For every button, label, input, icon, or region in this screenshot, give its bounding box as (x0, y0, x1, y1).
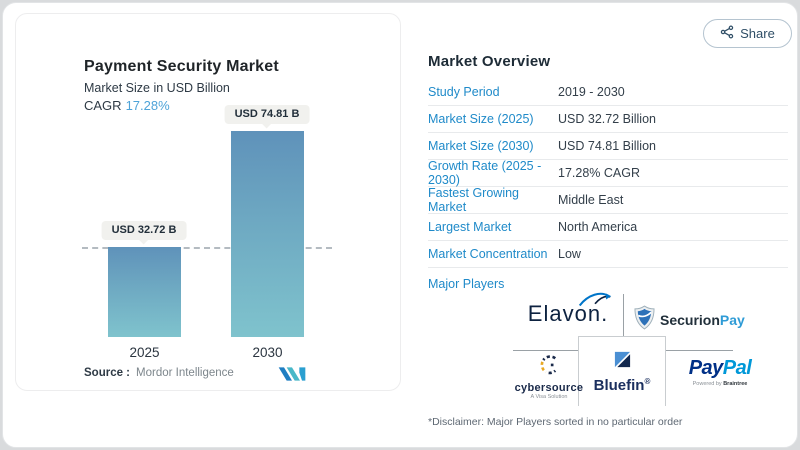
row-value: 2019 - 2030 (558, 85, 625, 99)
share-icon (720, 25, 734, 42)
row-value: 17.28% CAGR (558, 166, 640, 180)
table-row: Study Period 2019 - 2030 (428, 79, 788, 106)
elavon-logo: Elavon. (513, 292, 623, 327)
source-label: Source : (84, 367, 131, 379)
cagr-value: 17.28% (125, 98, 170, 113)
row-value: USD 74.81 Billion (558, 139, 656, 153)
row-label: Largest Market (428, 220, 512, 234)
securionpay-text-dark: Securion (660, 312, 720, 328)
bar-2030 (231, 131, 304, 337)
row-value: Middle East (558, 193, 624, 207)
row-value: USD 32.72 Billion (558, 112, 656, 126)
x-axis-label-2030: 2030 (252, 345, 283, 360)
row-label: Fastest Growing Market (428, 186, 520, 214)
paypal-text-light: Pal (722, 357, 752, 379)
chart-subtitle: Market Size in USD Billion (84, 81, 230, 95)
securionpay-text-blue: Pay (719, 312, 745, 328)
overview-table: Study Period 2019 - 2030 Market Size (202… (428, 79, 788, 268)
row-label: Market Size (2025) (428, 112, 534, 126)
bar-value-label-2025: USD 32.72 B (101, 221, 187, 240)
paypal-text-dark: Pay (688, 357, 724, 379)
share-button[interactable]: Share (703, 19, 792, 48)
table-row: Fastest Growing Market Middle East (428, 186, 788, 214)
row-value: Low (558, 247, 581, 261)
disclaimer-text: *Disclaimer: Major Players sorted in no … (428, 416, 683, 428)
braintree-text: Braintree (723, 381, 748, 387)
reference-dashed-line (82, 247, 332, 249)
paypal-logo: PayPal Powered by Braintree (670, 357, 770, 387)
bar-value-label-2030: USD 74.81 B (224, 105, 310, 125)
row-value: North America (558, 220, 638, 234)
table-row: Market Size (2025) USD 32.72 Billion (428, 106, 788, 133)
securionpay-shield-icon (634, 305, 655, 335)
paypal-tagline: Powered by Braintree (692, 381, 748, 387)
x-axis-label-2025: 2025 (129, 345, 160, 360)
table-row: Market Concentration Low (428, 241, 788, 268)
bluefin-registered-mark: ® (644, 376, 651, 386)
chart-cagr: CAGR 17.28% (84, 98, 170, 113)
bluefin-logo: Bluefin® (578, 336, 666, 406)
table-row: Growth Rate (2025 - 2030) 17.28% CAGR (428, 159, 788, 187)
bar-2025 (108, 247, 181, 337)
row-label: Growth Rate (2025 - 2030) (428, 159, 542, 187)
cybersource-text: cybersource (514, 382, 584, 394)
source-value: Mordor Intelligence (136, 367, 234, 379)
source-attribution: Source : Mordor Intelligence (84, 367, 234, 379)
table-row: Market Size (2030) USD 74.81 Billion (428, 133, 788, 160)
row-label: Study Period (428, 85, 500, 99)
row-label: Market Size (2030) (428, 139, 534, 153)
elavon-swoosh-icon (578, 288, 612, 314)
players-vertical-divider (623, 294, 624, 350)
mordor-intelligence-logo-icon (278, 366, 306, 387)
table-row: Largest Market North America (428, 214, 788, 241)
share-button-label: Share (740, 26, 775, 41)
elavon-logo-text: Elavon. (527, 301, 609, 326)
cagr-label: CAGR (84, 98, 122, 113)
major-players-grid: Elavon. SecurionPay (428, 291, 793, 406)
cybersource-tagline: A Visa Solution (530, 394, 568, 400)
overview-title: Market Overview (428, 53, 551, 70)
bluefin-text: Bluefin (593, 376, 645, 394)
major-players-label: Major Players (428, 277, 505, 291)
row-label: Market Concentration (428, 247, 548, 261)
chart-title: Payment Security Market (84, 58, 279, 75)
cybersource-c-icon (538, 355, 561, 380)
chart-panel: Payment Security Market Market Size in U… (15, 13, 401, 391)
bluefin-square-icon (613, 350, 632, 374)
securionpay-logo: SecurionPay (634, 305, 745, 335)
cybersource-logo: cybersource A Visa Solution (508, 353, 590, 400)
